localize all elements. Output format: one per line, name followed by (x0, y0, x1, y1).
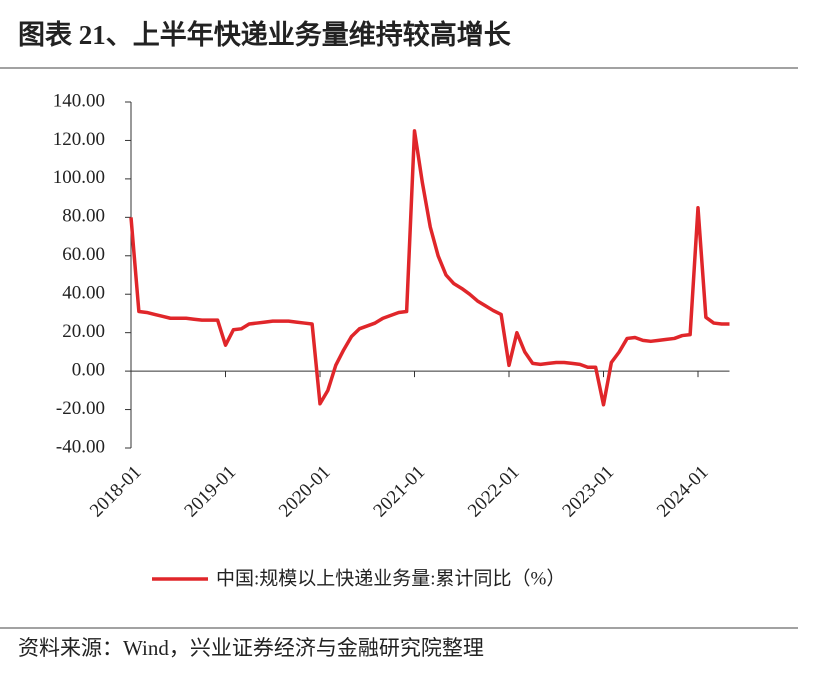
x-tick-label: 2023-01 (558, 462, 618, 522)
y-tick-label: 20.00 (62, 321, 105, 342)
series-line (129, 129, 730, 407)
y-tick-label: 100.00 (53, 167, 105, 188)
y-tick-label: 140.00 (53, 90, 105, 111)
x-tick-label: 2021-01 (369, 462, 429, 522)
y-tick-label: 120.00 (53, 129, 105, 150)
x-tick-label: 2018-01 (86, 462, 146, 522)
chart-title: 图表 21、上半年快递业务量维持较高增长 (18, 19, 512, 50)
x-tick-label: 2019-01 (180, 462, 240, 522)
y-tick-label: 40.00 (62, 283, 105, 304)
legend-label: 中国:规模以上快递业务量:累计同比（%） (216, 567, 565, 589)
y-tick-label: -20.00 (56, 398, 105, 419)
y-tick-label: 0.00 (72, 359, 105, 380)
source-note: 资料来源：Wind，兴业证券经济与金融研究院整理 (18, 636, 484, 660)
x-tick-label: 2024-01 (653, 462, 713, 522)
y-tick-label: -40.00 (56, 436, 105, 457)
y-tick-label: 80.00 (62, 206, 105, 227)
x-tick-label: 2020-01 (275, 462, 335, 522)
y-tick-label: 60.00 (62, 244, 105, 265)
x-tick-label: 2022-01 (464, 462, 524, 522)
